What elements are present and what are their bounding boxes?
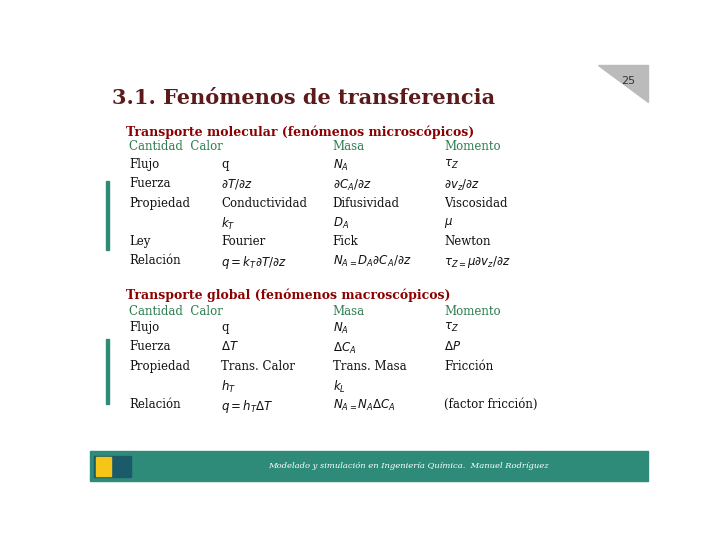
Text: (factor fricción): (factor fricción)	[444, 398, 538, 411]
Text: $\partial T/\partial z$: $\partial T/\partial z$	[221, 178, 253, 192]
Text: Ley: Ley	[129, 235, 150, 248]
Bar	[96, 457, 111, 476]
Text: $q= k_T\partial T/\partial z$: $q= k_T\partial T/\partial z$	[221, 254, 287, 271]
Text: Viscosidad: Viscosidad	[444, 197, 508, 210]
Bar	[106, 339, 109, 404]
Text: 25: 25	[621, 77, 636, 86]
Text: $N_A$: $N_A$	[333, 321, 348, 336]
Text: Trans. Calor: Trans. Calor	[221, 360, 295, 373]
Text: $\Delta T$: $\Delta T$	[221, 341, 239, 354]
Text: Transporte molecular (fenómenos microscópicos): Transporte molecular (fenómenos microscó…	[126, 125, 474, 139]
Text: Fuerza: Fuerza	[129, 341, 171, 354]
Text: Conductividad: Conductividad	[221, 197, 307, 210]
Text: Difusividad: Difusividad	[333, 197, 400, 210]
Text: $N_A$: $N_A$	[333, 158, 348, 173]
Text: Masa: Masa	[333, 305, 365, 318]
Text: $k_L$: $k_L$	[333, 379, 346, 395]
Text: Relación: Relación	[129, 254, 181, 267]
Text: $\partial C_A/\partial z$: $\partial C_A/\partial z$	[333, 178, 372, 193]
Text: $N_{A=} N_A\Delta C_A$: $N_{A=} N_A\Delta C_A$	[333, 398, 396, 413]
Text: Flujo: Flujo	[129, 321, 159, 334]
Text: $\Delta P$: $\Delta P$	[444, 341, 462, 354]
Text: $h_T$: $h_T$	[221, 379, 236, 395]
Text: Cantidad  Calor: Cantidad Calor	[129, 305, 223, 318]
Text: Fourier: Fourier	[221, 235, 266, 248]
Text: Transporte global (fenómenos macroscópicos): Transporte global (fenómenos macroscópic…	[126, 289, 451, 302]
Text: $\tau_Z$: $\tau_Z$	[444, 321, 459, 334]
Polygon shape	[598, 65, 648, 102]
Text: Masa: Masa	[333, 140, 365, 153]
Text: Fick: Fick	[333, 235, 359, 248]
Text: $\partial v_z/\partial z$: $\partial v_z/\partial z$	[444, 178, 480, 193]
Text: Relación: Relación	[129, 398, 181, 411]
Text: Flujo: Flujo	[129, 158, 159, 171]
Text: Propiedad: Propiedad	[129, 197, 190, 210]
Text: $\Delta C_A$: $\Delta C_A$	[333, 341, 356, 355]
Text: 3.1. Fenómenos de transferencia: 3.1. Fenómenos de transferencia	[112, 87, 495, 107]
Text: Newton: Newton	[444, 235, 491, 248]
Text: q: q	[221, 321, 229, 334]
Text: Fuerza: Fuerza	[129, 178, 171, 191]
Text: Momento: Momento	[444, 305, 501, 318]
Text: $k_T$: $k_T$	[221, 216, 235, 232]
Bar	[94, 456, 131, 477]
Bar	[106, 181, 109, 250]
Text: $q= h_T\Delta T$: $q= h_T\Delta T$	[221, 398, 274, 415]
Text: Propiedad: Propiedad	[129, 360, 190, 373]
Text: $D_A$: $D_A$	[333, 216, 349, 231]
Text: Modelado y simulación en Ingeniería Química.  Manuel Rodríguez: Modelado y simulación en Ingeniería Quím…	[268, 462, 549, 470]
Text: Cantidad  Calor: Cantidad Calor	[129, 140, 223, 153]
Text: Trans. Masa: Trans. Masa	[333, 360, 406, 373]
Text: Fricción: Fricción	[444, 360, 494, 373]
Text: $\mu$: $\mu$	[444, 216, 454, 229]
Text: Momento: Momento	[444, 140, 501, 153]
Text: $\tau_{Z=} \mu\partial v_z/\partial z$: $\tau_{Z=} \mu\partial v_z/\partial z$	[444, 254, 511, 270]
Bar	[90, 451, 648, 481]
Text: q: q	[221, 158, 229, 171]
Text: $\tau_Z$: $\tau_Z$	[444, 158, 459, 172]
Text: $N_{A=} D_A\partial C_A/\partial z$: $N_{A=} D_A\partial C_A/\partial z$	[333, 254, 411, 269]
